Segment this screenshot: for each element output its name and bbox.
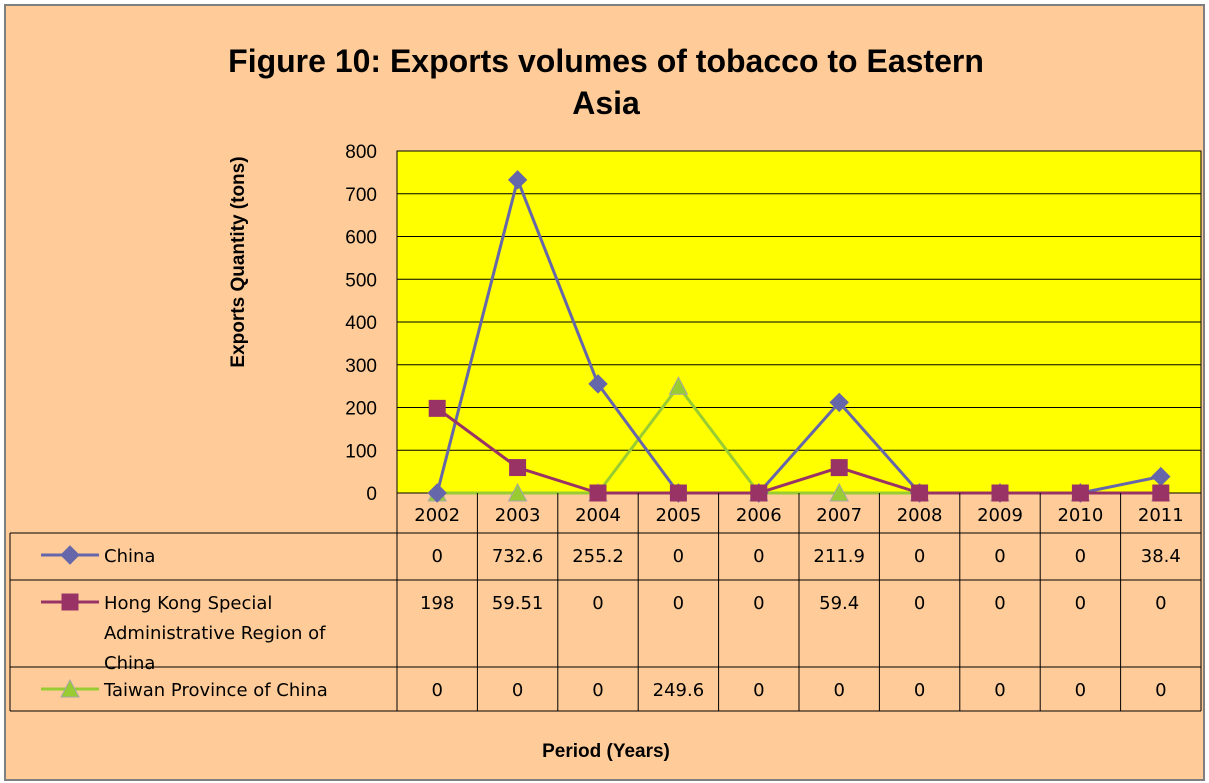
- legend-series-name: Taiwan Province of China: [103, 680, 328, 701]
- x-category-label: 2009: [977, 505, 1023, 526]
- gridlines: [397, 150, 1201, 451]
- data-table-value: 0: [1075, 593, 1086, 614]
- y-tick-label: 500: [345, 270, 377, 291]
- data-point-marker: [1071, 484, 1089, 502]
- data-table-value: 0: [431, 680, 442, 701]
- data-point-marker: [750, 484, 768, 502]
- data-table-value: 249.6: [653, 680, 705, 701]
- x-category-label: 2010: [1057, 505, 1103, 526]
- data-table-value: 0: [1075, 546, 1086, 567]
- x-category-label: 2005: [655, 505, 701, 526]
- x-category-label: 2008: [897, 505, 943, 526]
- y-tick-label: 0: [366, 484, 377, 505]
- data-table-value: 0: [1155, 593, 1166, 614]
- data-table-value: 0: [994, 593, 1005, 614]
- y-axis-title: Exports Quantity (tons): [228, 156, 249, 367]
- data-point-marker: [991, 484, 1009, 502]
- data-point-marker: [509, 459, 527, 477]
- data-table-value: 59.4: [819, 593, 859, 614]
- y-axis-ticks: 0 100 200 300 400 500 600 700 800: [345, 142, 377, 505]
- data-point-marker: [669, 484, 687, 502]
- x-category-label: 2011: [1138, 505, 1184, 526]
- data-point-marker: [1152, 484, 1170, 502]
- data-table-value: 0: [1155, 680, 1166, 701]
- x-category-label: 2007: [816, 505, 862, 526]
- data-table-value: 0: [592, 680, 603, 701]
- y-tick-label: 200: [345, 399, 377, 420]
- data-point-marker: [589, 484, 607, 502]
- legend-series-name: China: [104, 653, 155, 674]
- legend-key-marker: [60, 545, 80, 565]
- data-table-value: 198: [420, 593, 454, 614]
- data-table-value: 0: [592, 593, 603, 614]
- data-point-marker: [507, 170, 528, 190]
- data-table: 2002 2003 2004 2005 2006 2007 2008 2009 2010 2011…: [9, 493, 1202, 712]
- data-table-value: 211.9: [813, 546, 865, 567]
- data-table-value: 0: [1075, 680, 1086, 701]
- x-category-label: 2002: [414, 505, 460, 526]
- legend-series-name: China: [104, 546, 155, 567]
- legend-series-name: Hong Kong Special: [104, 593, 272, 614]
- data-point-marker: [588, 374, 608, 394]
- legend-key-marker: [60, 678, 80, 698]
- data-table-value: 0: [431, 546, 442, 567]
- y-tick-label: 400: [345, 313, 377, 334]
- data-table-value: 0: [753, 593, 764, 614]
- data-point-marker: [830, 459, 848, 477]
- data-table-value: 0: [914, 546, 925, 567]
- data-point-marker: [507, 482, 528, 502]
- data-table-value: 0: [512, 680, 523, 701]
- data-table-value: 732.6: [492, 546, 544, 567]
- data-table-value: 0: [753, 680, 764, 701]
- chart-title-line-2: Asia: [572, 85, 640, 121]
- x-category-label: 2003: [495, 505, 541, 526]
- data-point-marker: [427, 483, 447, 503]
- data-table-value: 255.2: [572, 546, 624, 567]
- y-tick-label: 800: [345, 142, 377, 163]
- data-point-marker: [668, 376, 689, 395]
- chart-title-line-1: Figure 10: Exports volumes of tobacco to…: [228, 43, 984, 79]
- line-chart: Figure 10: Exports volumes of tobacco to…: [9, 43, 1202, 762]
- data-table-value: 0: [833, 680, 844, 701]
- data-table-value: 59.51: [492, 593, 544, 614]
- data-table-value: 0: [994, 546, 1005, 567]
- data-point-marker: [911, 484, 929, 502]
- data-table-value: 0: [914, 680, 925, 701]
- data-point-marker: [428, 399, 446, 417]
- data-point-marker: [829, 392, 849, 413]
- data-table-value: 0: [914, 593, 925, 614]
- y-tick-label: 100: [345, 441, 377, 462]
- data-point-marker: [829, 482, 850, 502]
- x-axis-title: Period (Years): [542, 741, 670, 762]
- data-table-value: 0: [994, 680, 1005, 701]
- x-category-label: 2006: [736, 505, 782, 526]
- y-tick-label: 700: [345, 185, 377, 206]
- x-category-label: 2004: [575, 505, 621, 526]
- chart-area: Figure 10: Exports volumes of tobacco to…: [4, 4, 1205, 781]
- data-table-value: 38.4: [1141, 546, 1181, 567]
- data-table-value: 0: [673, 546, 684, 567]
- data-table-value: 0: [673, 593, 684, 614]
- data-table-value: 0: [753, 546, 764, 567]
- legend-key-marker: [61, 593, 79, 611]
- legend-series-name: Administrative Region of: [104, 623, 326, 644]
- y-tick-label: 300: [345, 356, 377, 377]
- y-tick-label: 600: [345, 228, 377, 249]
